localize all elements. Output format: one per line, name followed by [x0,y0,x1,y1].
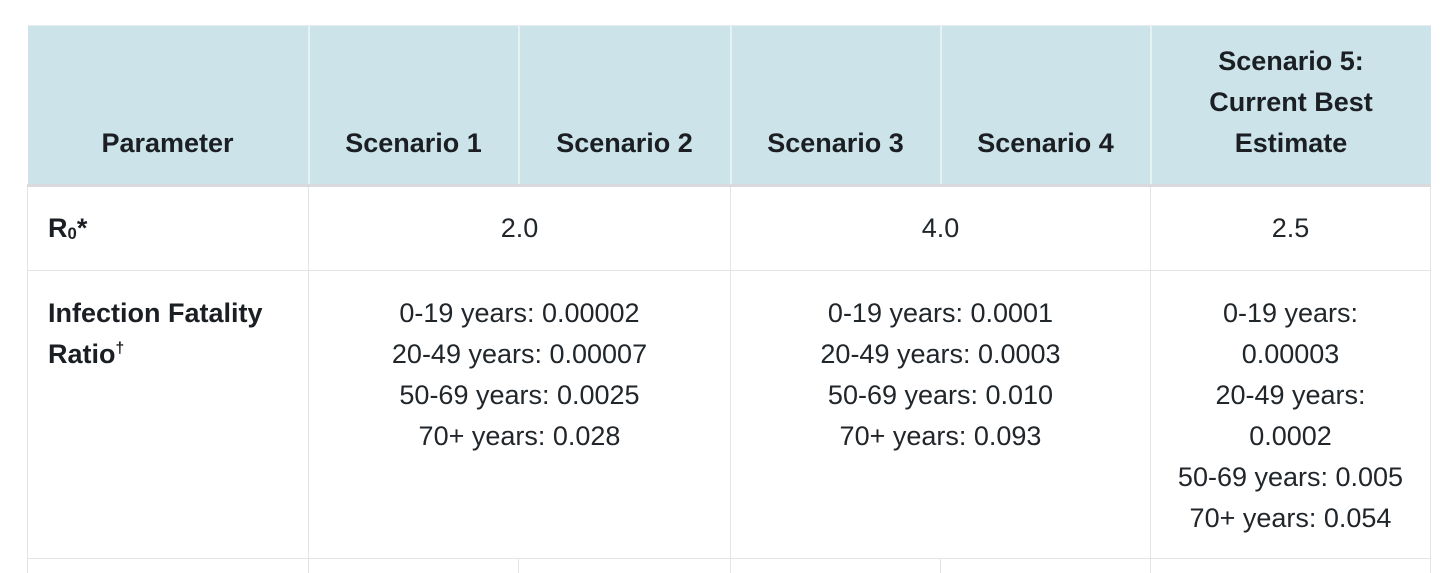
ifr-value-line: 70+ years: 0.093 [839,421,1042,451]
header-scenario-4: Scenario 4 [940,25,1152,187]
header-scenario-2: Scenario 2 [518,25,732,187]
cell-partial-scenario-1 [308,558,519,573]
r0-label-subscript: 0 [67,224,77,243]
ifr-value-line: 70+ years: 0.054 [1189,503,1392,533]
header-scenario-3: Scenario 3 [730,25,942,187]
cell-partial-scenario-5 [1150,558,1431,573]
ifr-value-line: 0-19 years: 0.00003 [1222,298,1359,369]
row-infection-fatality-ratio: Infection Fatality Ratio† 0-19 years: 0.… [27,270,1431,559]
cell-ifr-scenario-3-4: 0-19 years: 0.0001 20-49 years: 0.0003 5… [730,270,1151,559]
planning-scenarios-table: Parameter Scenario 1 Scenario 2 Scenario… [27,25,1431,573]
cell-partial-scenario-4 [940,558,1151,573]
ifr-value-line: 0-19 years: 0.00002 [399,298,640,328]
cell-ifr-scenario-5: 0-19 years: 0.00003 20-49 years: 0.0002 … [1150,270,1431,559]
row-r0: R0* 2.0 4.0 2.5 [27,185,1431,271]
ifr-value-line: 20-49 years: 0.0003 [820,339,1061,369]
header-scenario-1: Scenario 1 [308,25,520,187]
cell-partial-scenario-3 [730,558,941,573]
ifr-label-text: Infection Fatality Ratio [48,298,263,369]
ifr-parameter-label: Infection Fatality Ratio† [27,270,309,559]
header-row: Parameter Scenario 1 Scenario 2 Scenario… [27,25,1431,187]
ifr-value-line: 20-49 years: 0.00007 [391,339,648,369]
ifr-dagger: † [115,340,125,357]
cell-ifr-scenario-1-2: 0-19 years: 0.00002 20-49 years: 0.00007… [308,270,731,559]
ifr-value-line: 50-69 years: 0.0025 [399,380,640,410]
cell-r0-scenario-3-4: 4.0 [730,185,1151,271]
r0-parameter-label: R0* [27,185,309,271]
header-scenario-5-current-best-estimate: Scenario 5: Current Best Estimate [1150,25,1431,187]
ifr-value-line: 50-69 years: 0.005 [1177,462,1404,492]
r0-asterisk: * [76,213,88,243]
ifr-value-line: 50-69 years: 0.010 [827,380,1054,410]
cell-r0-scenario-1-2: 2.0 [308,185,731,271]
cell-partial-parameter [27,558,309,573]
cell-partial-scenario-2 [518,558,731,573]
cell-r0-scenario-5: 2.5 [1150,185,1431,271]
row-next-partial [27,558,1431,573]
r0-label-base: R [48,213,68,243]
ifr-value-line: 70+ years: 0.028 [418,421,621,451]
ifr-value-line: 0-19 years: 0.0001 [827,298,1054,328]
header-parameter: Parameter [27,25,310,187]
ifr-value-line: 20-49 years: 0.0002 [1215,380,1366,451]
